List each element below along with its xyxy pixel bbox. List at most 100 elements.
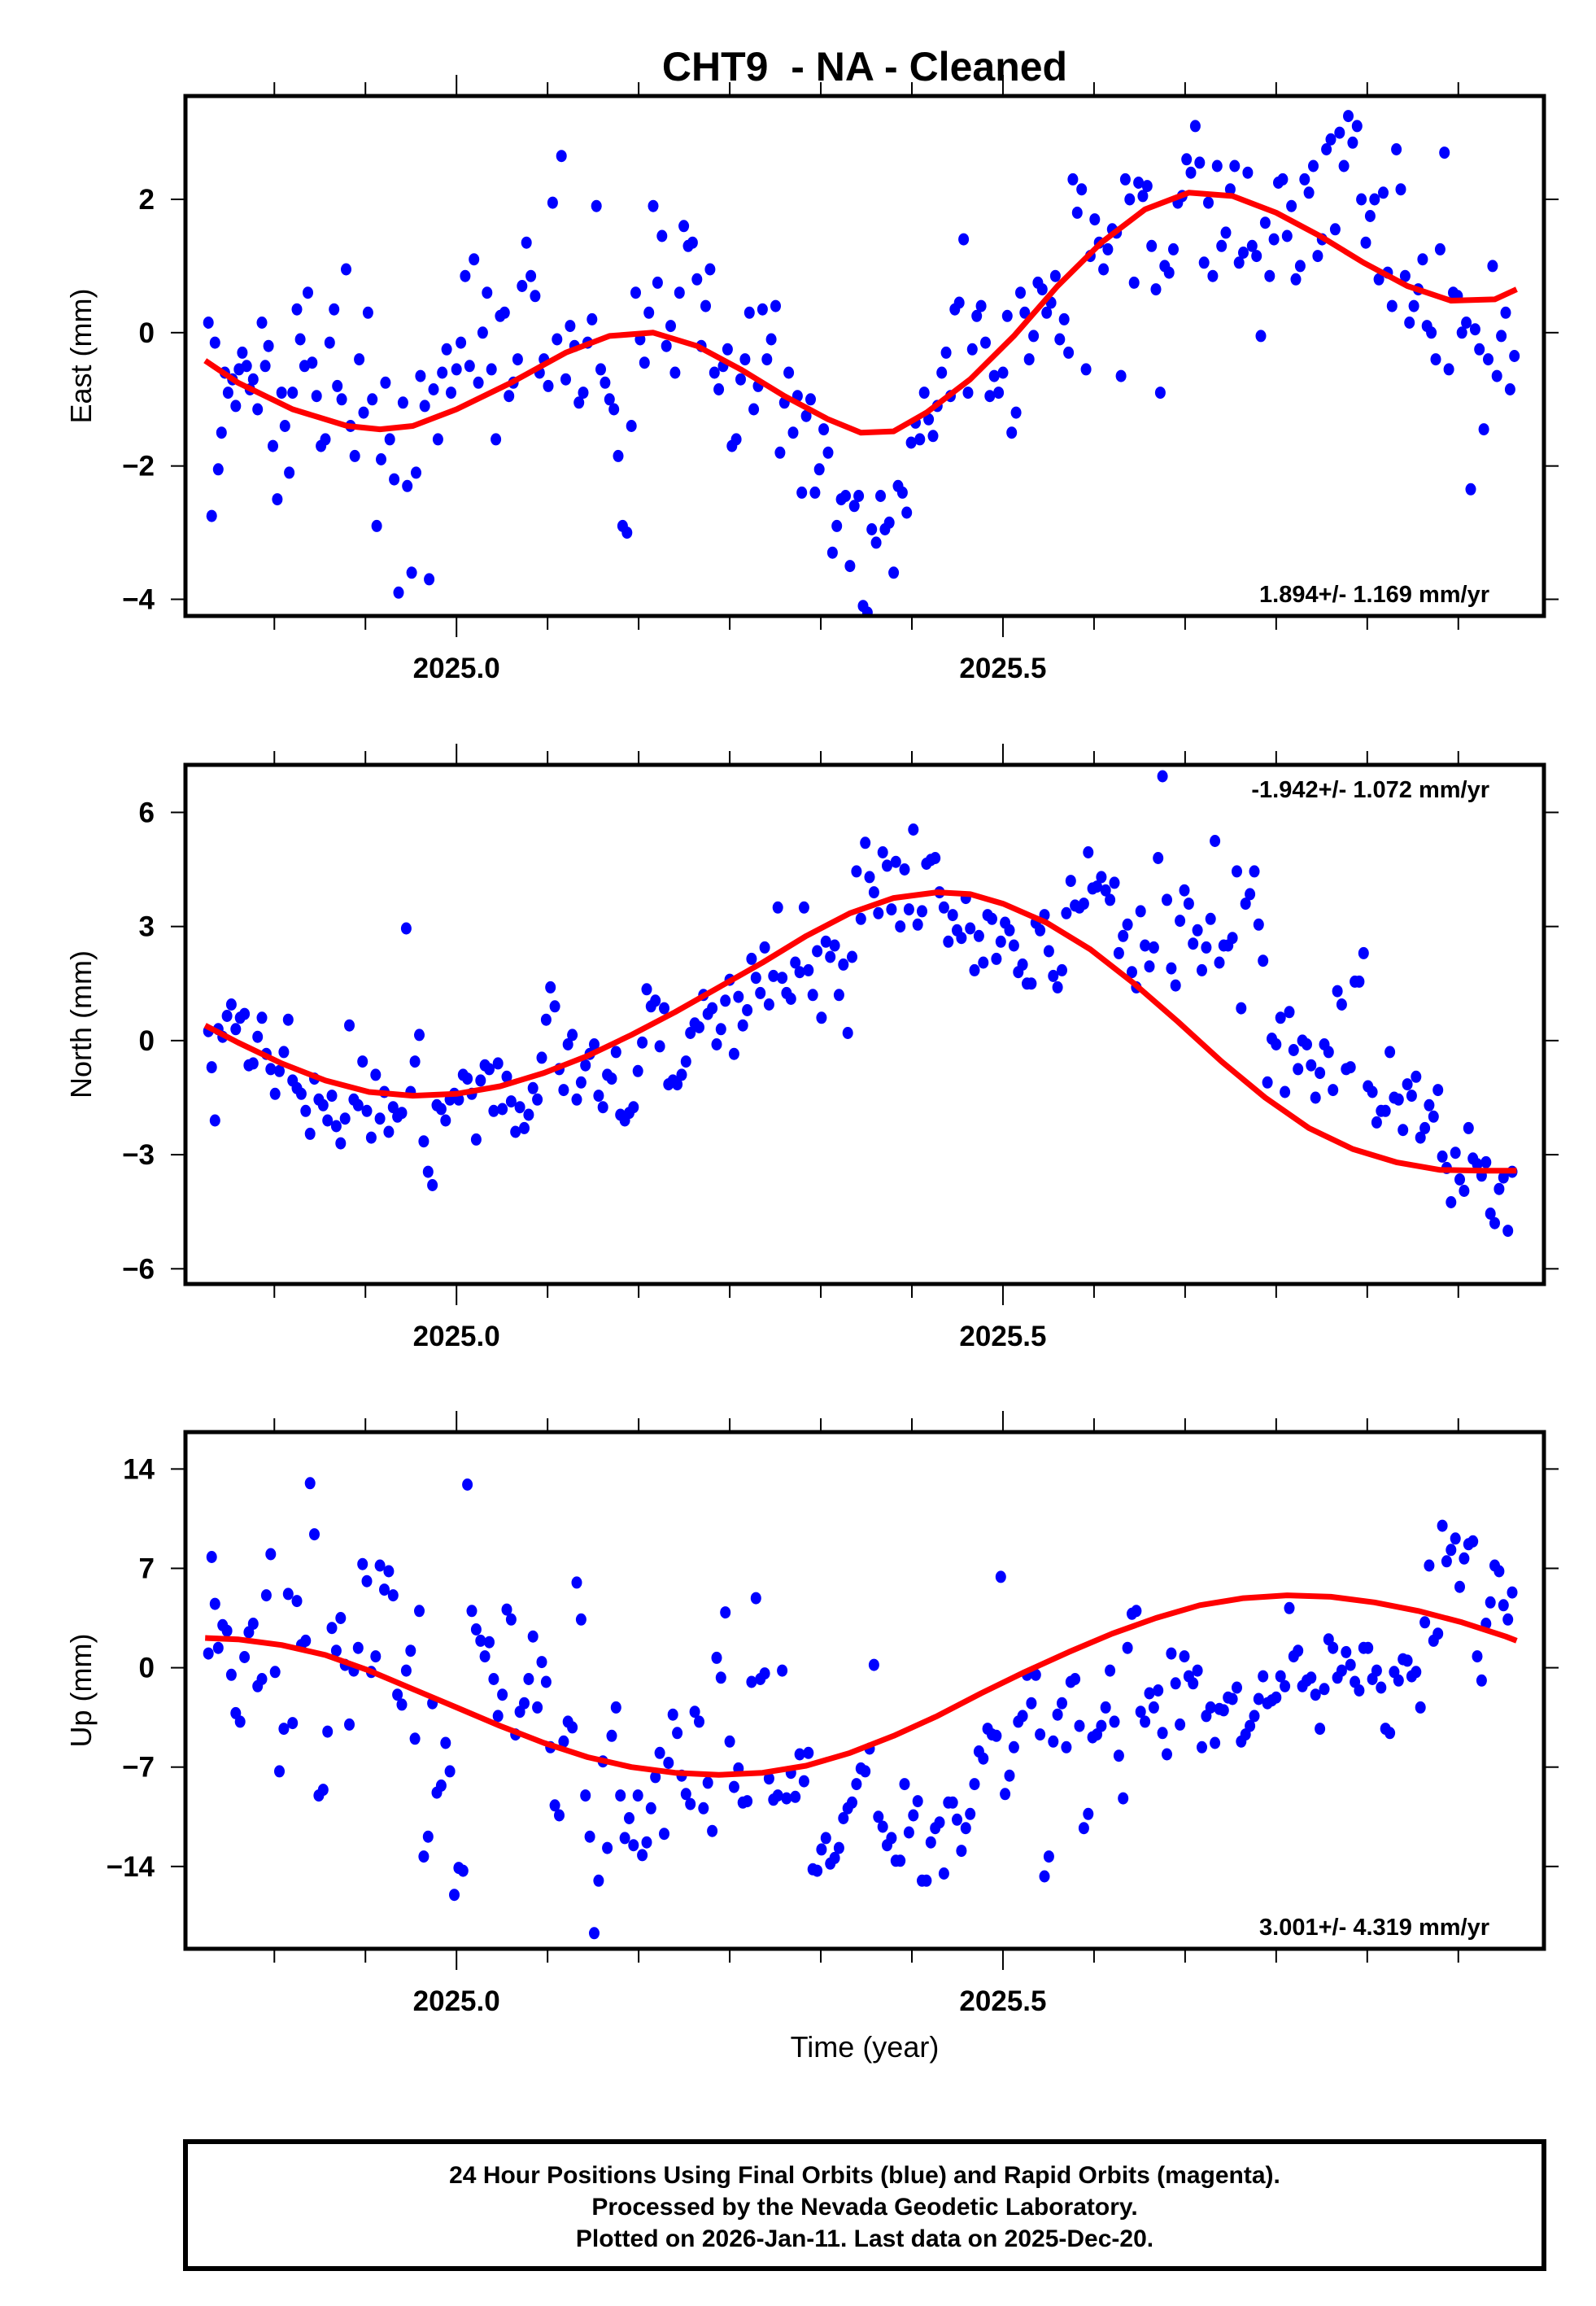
east-data-point (1220, 226, 1232, 239)
north-data-point (886, 903, 897, 916)
north-data-point (1008, 939, 1019, 952)
east-data-point (1391, 143, 1402, 155)
up-data-point (1441, 1555, 1452, 1568)
north-data-point (917, 905, 927, 918)
east-data-point (621, 526, 633, 539)
north-data-point (1411, 1070, 1422, 1083)
north-data-point (484, 1063, 495, 1076)
north-data-point (807, 989, 818, 1002)
north-data-point (991, 952, 1002, 965)
north-data-point (532, 1093, 543, 1106)
north-rate-label: -1.942+/- 1.072 mm/yr (1251, 777, 1489, 803)
north-data-point (711, 1038, 722, 1050)
up-data-point (711, 1651, 722, 1664)
up-data-point (1472, 1650, 1483, 1663)
up-data-point (1424, 1559, 1435, 1572)
chart-title: CHT9 - NA - Cleaned (662, 44, 1067, 90)
north-data-point (1205, 912, 1216, 925)
north-data-point (1127, 966, 1137, 979)
y-tick-label: 0 (139, 317, 155, 349)
east-frame (183, 94, 1546, 618)
up-data-point (908, 1809, 919, 1822)
east-data-point (1006, 426, 1018, 439)
north-data-point (1432, 1084, 1444, 1097)
east-data-point (556, 150, 567, 163)
up-data-point (851, 1778, 862, 1791)
north-data-point (567, 1029, 578, 1042)
north-data-point (842, 1027, 853, 1039)
east-data-point (1356, 193, 1367, 206)
up-data-point (763, 1772, 774, 1785)
north-tick-labels: 2025.0 2025.5 6 3 0 −3 −6 (122, 797, 1046, 1352)
east-data-point (1181, 153, 1193, 166)
east-data-point (704, 263, 716, 276)
up-data-point (650, 1771, 661, 1784)
up-data-point (1113, 1749, 1124, 1762)
east-data-point (643, 306, 655, 319)
up-data-point (274, 1765, 285, 1778)
east-data-point (735, 373, 746, 386)
north-data-point (1240, 898, 1251, 911)
up-data-point (1148, 1701, 1159, 1714)
north-data-point (855, 912, 866, 925)
up-data-point (392, 1688, 403, 1701)
east-data-point (1141, 180, 1153, 193)
east-data-point (800, 409, 812, 422)
east-data-point (1461, 317, 1472, 329)
up-data-point (444, 1765, 456, 1778)
y-tick-label: 14 (123, 1453, 155, 1485)
up-data-point (1411, 1666, 1422, 1679)
north-data-point (750, 972, 761, 985)
east-data-point (1338, 159, 1350, 173)
east-data-point (1268, 233, 1280, 246)
up-rate-label: 3.001+/- 4.319 mm/yr (1259, 1915, 1489, 1941)
north-data-point (1245, 888, 1256, 901)
up-data-point (488, 1673, 499, 1685)
north-data-point (1065, 875, 1076, 888)
north-data-point (956, 932, 967, 945)
up-data-point (829, 1851, 840, 1864)
east-data-point (1080, 363, 1092, 376)
north-data-point (759, 941, 770, 954)
east-data-point (1395, 183, 1406, 196)
east-data-point (446, 387, 456, 400)
north-data-point (1328, 1084, 1339, 1097)
up-data-point (287, 1717, 299, 1730)
north-data-point (1043, 945, 1054, 958)
east-data-point (456, 336, 467, 349)
up-data-point (1008, 1740, 1019, 1754)
east-data-point (971, 309, 983, 322)
north-plot-frame (183, 762, 1546, 1286)
east-data-point (477, 326, 488, 339)
north-data-point (519, 1121, 530, 1134)
up-data-point (1192, 1664, 1203, 1677)
east-data-point (774, 446, 786, 459)
east-data-point (652, 276, 663, 289)
up-data-point (1271, 1691, 1282, 1704)
north-data-point (785, 993, 796, 1005)
y-tick-label: 0 (139, 1653, 155, 1684)
up-data-point (1052, 1708, 1063, 1721)
east-data-point (661, 339, 672, 352)
up-data-point (282, 1588, 294, 1601)
north-data-point (352, 1098, 364, 1112)
east-data-point (1373, 273, 1385, 286)
up-data-point (300, 1634, 312, 1647)
east-data-point (1286, 199, 1297, 212)
north-data-point (593, 1090, 604, 1103)
up-data-point (667, 1708, 678, 1721)
north-data-point (798, 901, 809, 914)
north-data-point (1179, 884, 1190, 897)
y-tick-label: −2 (122, 451, 155, 483)
north-data-point (610, 1046, 621, 1059)
up-data-point (247, 1618, 259, 1630)
north-data-point (265, 1063, 277, 1076)
east-data-point (1308, 159, 1319, 173)
east-data-point (252, 403, 264, 416)
up-data-point (558, 1735, 569, 1748)
east-data-point (1443, 363, 1454, 376)
up-data-point (309, 1528, 320, 1541)
east-data-point (525, 269, 537, 282)
up-data-point (1450, 1532, 1461, 1545)
